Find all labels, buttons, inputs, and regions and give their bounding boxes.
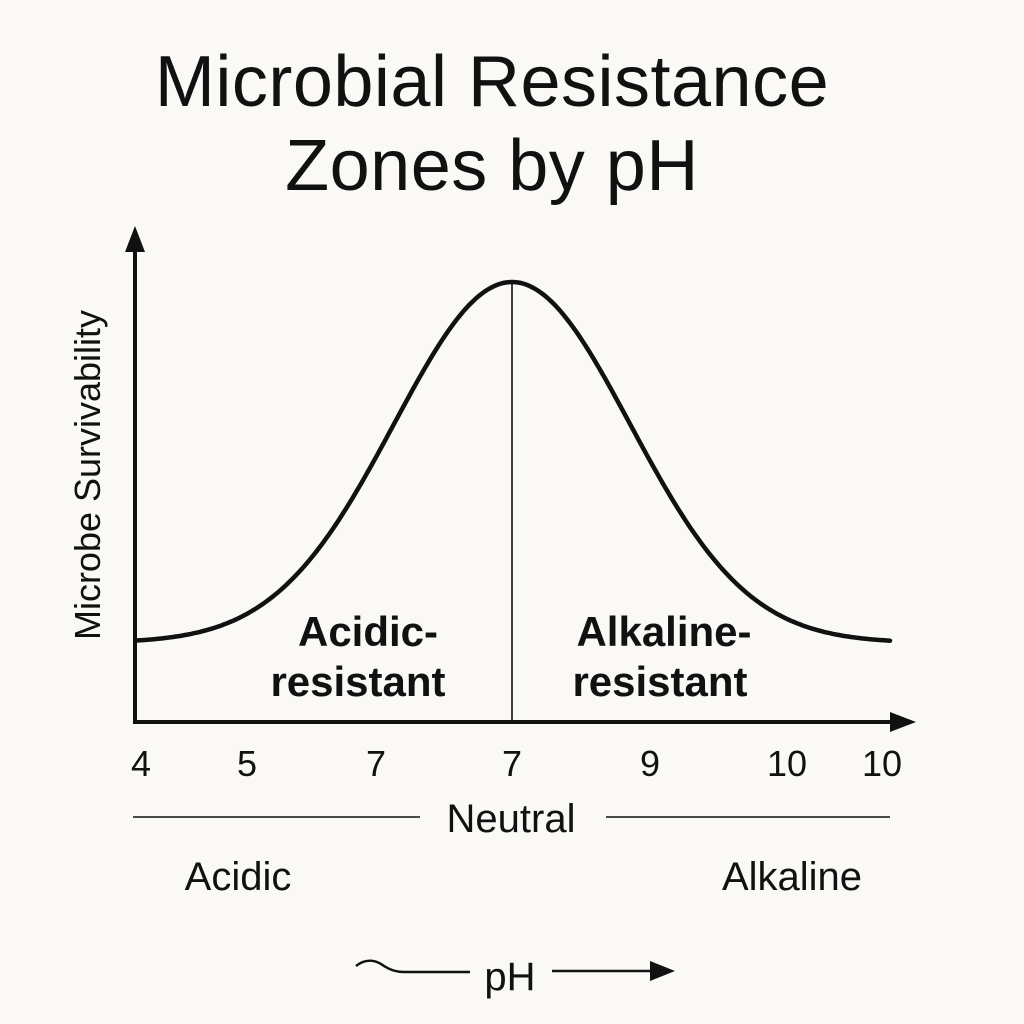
y-axis-arrowhead — [125, 226, 145, 252]
survivability-curve — [134, 279, 893, 643]
x-tick-labels: 4 5 7 7 9 10 10 — [131, 743, 902, 784]
neutral-label: Neutral — [447, 797, 576, 841]
ph-arrow-head — [650, 961, 675, 981]
y-axis-label: Microbe Survivability — [67, 310, 108, 640]
x-tick-label: 7 — [366, 743, 386, 784]
x-tick-label: 10 — [862, 743, 902, 784]
chart-title: Microbial Resistance Zones by pH — [0, 40, 984, 208]
title-line-1: Microbial Resistance — [154, 42, 830, 122]
x-tick-label: 10 — [767, 743, 807, 784]
zone-label-alkaline-line1: Alkaline- — [576, 608, 751, 655]
x-tick-label: 7 — [502, 743, 522, 784]
alkaline-label: Alkaline — [722, 855, 862, 899]
ph-arrow-tail — [355, 959, 470, 974]
zone-label-alkaline-line2: resistant — [572, 658, 747, 705]
acidic-label: Acidic — [185, 855, 292, 899]
x-tick-label: 5 — [237, 743, 257, 784]
zone-label-acidic-line1: Acidic- — [298, 608, 438, 655]
x-tick-label: 4 — [131, 743, 151, 784]
x-axis-arrowhead — [890, 712, 916, 732]
ph-arrow-label: pH — [484, 955, 535, 999]
zone-label-acidic-line2: resistant — [270, 658, 445, 705]
x-tick-label: 9 — [640, 743, 660, 784]
title-line-2: Zones by pH — [285, 126, 699, 206]
